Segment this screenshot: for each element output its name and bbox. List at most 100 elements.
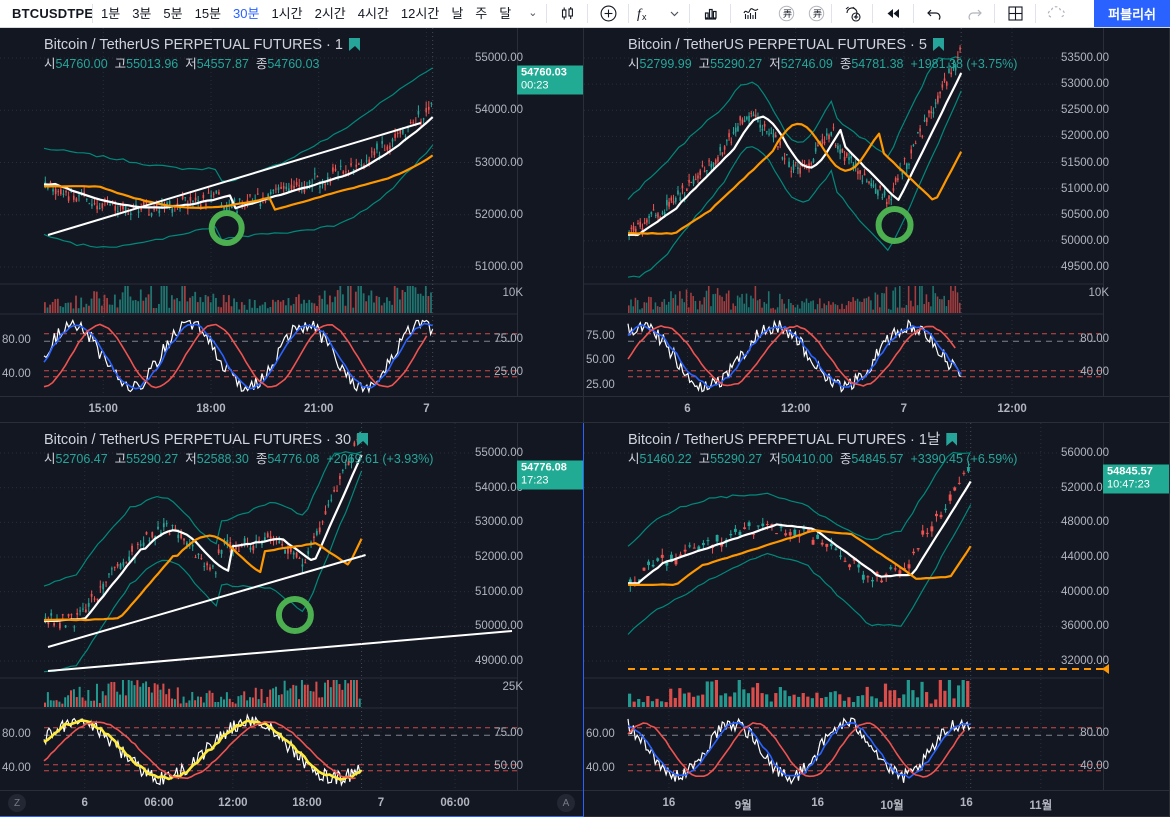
price-tick: 53500.00 xyxy=(1061,52,1109,64)
alert-icon[interactable] xyxy=(832,0,872,27)
plot-area[interactable] xyxy=(0,423,518,791)
compare-symbol-2-icon[interactable]: 弄 xyxy=(801,0,831,27)
time-tick: 6 xyxy=(81,797,88,809)
divider xyxy=(92,4,93,23)
bar-countdown: 17:23 xyxy=(521,474,549,487)
last-price-value: 54776.08 xyxy=(521,461,567,474)
price-tick: 32000.00 xyxy=(1061,655,1109,667)
last-price-label: 54845.57 10:47:23 xyxy=(1103,464,1169,494)
indicator-templates-icon[interactable] xyxy=(731,0,771,27)
time-tick: 15:00 xyxy=(88,403,118,415)
auto-scale-badge[interactable]: A xyxy=(557,794,575,812)
chart-pane-1[interactable]: Bitcoin / TetherUS PERPETUAL FUTURES · 1… xyxy=(0,28,584,423)
price-scale[interactable]: 55000.00 54000.00 53000.00 52000.00 51000.00… xyxy=(475,423,583,790)
price-scale[interactable]: 55000.00 54000.00 53000.00 52000.00 51000.00… xyxy=(475,28,583,396)
price-tick: 50000.00 xyxy=(475,620,523,633)
time-tick: 9월 xyxy=(734,800,752,812)
rsi-left-tick: 40.00 xyxy=(586,761,615,774)
interval-12시간[interactable]: 12시간 xyxy=(400,6,440,21)
publish-button[interactable]: 퍼블리쉬 xyxy=(1094,0,1170,27)
time-tick: 7 xyxy=(900,403,908,415)
interval-5분[interactable]: 5분 xyxy=(163,6,183,21)
price-tick: 50500.00 xyxy=(1061,208,1109,221)
svg-text:弄: 弄 xyxy=(783,9,792,19)
time-tick: 16 xyxy=(960,797,973,809)
price-scale[interactable]: 53500.00 53000.00 52500.00 52000.00 51500.00… xyxy=(1061,28,1169,396)
time-scale[interactable]: 6 12:00 7 12:00 xyxy=(584,396,1169,422)
bar-replay-icon[interactable] xyxy=(690,0,730,27)
interval-1시간[interactable]: 1시간 xyxy=(271,6,303,21)
time-tick: 06:00 xyxy=(440,797,470,809)
plot-area[interactable] xyxy=(0,28,518,397)
top-toolbar: BTCUSDTPERP 1분 3분 5분 15분 30분 1시간 2시간 4시간 12시간 날주달… xyxy=(0,0,1170,28)
undo-icon[interactable] xyxy=(914,0,954,27)
fx-caret-icon[interactable] xyxy=(659,0,689,27)
interval-15분[interactable]: 15분 xyxy=(194,6,222,21)
chart-pane-5[interactable]: Bitcoin / TetherUS PERPETUAL FUTURES · 5… xyxy=(584,28,1170,423)
symbol-search-button[interactable]: BTCUSDTPERP xyxy=(0,0,92,27)
redo-icon[interactable] xyxy=(954,0,994,27)
interval-group: 1분 3분 5분 15분 30분 1시간 2시간 4시간 12시간 날 주 달 xyxy=(93,0,519,27)
compare-symbol-icon[interactable]: 弄 xyxy=(771,0,801,27)
price-tick: 53000.00 xyxy=(475,156,523,169)
rsi-right-tick: 40.00 xyxy=(1080,366,1109,379)
time-tick: 6 xyxy=(684,403,691,415)
rsi-left-tick: 40.00 xyxy=(2,367,31,380)
plot-area[interactable] xyxy=(584,28,1104,397)
price-tick: 51000.00 xyxy=(475,261,523,273)
price-tick: 51500.00 xyxy=(1061,156,1109,169)
rsi-left-tick: 25.00 xyxy=(586,378,615,391)
rsi-left-tick: 40.00 xyxy=(2,761,31,774)
time-scale[interactable]: 6 06:00 12:00 18:00 7 06:00 xyxy=(0,790,583,816)
rsi-right-tick: 75.00 xyxy=(494,727,523,740)
price-tick: 56000.00 xyxy=(1061,447,1109,459)
time-tick: 12:00 xyxy=(218,797,248,809)
time-tick: 7 xyxy=(377,797,385,809)
price-tick: 52000.00 xyxy=(1061,130,1109,143)
divider xyxy=(831,4,833,23)
interval-날[interactable]: 날 xyxy=(451,6,464,21)
symbol-label: BTCUSDTPERP xyxy=(12,6,92,21)
interval-1분[interactable]: 1분 xyxy=(101,6,121,21)
price-tick: 44000.00 xyxy=(1061,551,1109,563)
interval-4시간[interactable]: 4시간 xyxy=(357,6,389,21)
price-tick: 53000.00 xyxy=(1061,78,1109,91)
zoom-out-badge[interactable]: Z xyxy=(8,794,26,812)
save-cloud-icon[interactable] xyxy=(1036,0,1076,27)
divider xyxy=(546,4,548,23)
rsi-right-tick: 75.00 xyxy=(494,333,523,346)
volume-tick: 25K xyxy=(502,681,523,693)
time-tick: 06:00 xyxy=(144,797,174,809)
price-tick: 55000.00 xyxy=(475,447,523,459)
chart-layout-grid: Bitcoin / TetherUS PERPETUAL FUTURES · 1… xyxy=(0,28,1170,817)
divider xyxy=(994,4,996,23)
last-price-label: 54776.08 17:23 xyxy=(517,460,583,490)
last-price-label: 54760.03 00:23 xyxy=(517,65,583,95)
time-scale[interactable]: 16 9월 16 10월 16 11월 xyxy=(584,790,1169,816)
chart-pane-30[interactable]: Bitcoin / TetherUS PERPETUAL FUTURES · 3… xyxy=(0,423,584,817)
chart-pane-1날[interactable]: Bitcoin / TetherUS PERPETUAL FUTURES · 1… xyxy=(584,423,1170,817)
rsi-left-tick: 50.00 xyxy=(586,353,615,366)
interval-주[interactable]: 주 xyxy=(475,6,488,21)
time-tick: 12:00 xyxy=(780,403,811,415)
rsi-right-tick: 50.00 xyxy=(494,760,523,773)
price-tick: 52000.00 xyxy=(475,208,523,221)
interval-2시간[interactable]: 2시간 xyxy=(314,6,346,21)
plot-area[interactable] xyxy=(584,423,1104,791)
interval-달[interactable]: 달 xyxy=(499,6,512,21)
layout-grid-icon[interactable] xyxy=(995,0,1035,27)
rsi-right-tick: 25.00 xyxy=(494,366,523,379)
time-tick: 7 xyxy=(423,403,430,415)
interval-30분[interactable]: 30분 xyxy=(233,6,260,21)
replay-icon[interactable] xyxy=(873,0,913,27)
price-tick: 49500.00 xyxy=(1061,261,1109,273)
indicators-add-icon[interactable] xyxy=(588,0,628,27)
time-scale[interactable]: 15:00 18:00 21:00 7 xyxy=(0,396,583,422)
interval-3분[interactable]: 3분 xyxy=(132,6,152,21)
candlestick-chart-type-icon[interactable] xyxy=(547,0,587,27)
rsi-left-tick: 75.00 xyxy=(586,330,615,343)
price-scale[interactable]: 56000.00 52000.00 48000.00 44000.00 40000.00… xyxy=(1061,423,1169,790)
bar-countdown: 10:47:23 xyxy=(1107,478,1150,491)
more-intervals-icon[interactable]: ⌄ xyxy=(528,7,538,19)
